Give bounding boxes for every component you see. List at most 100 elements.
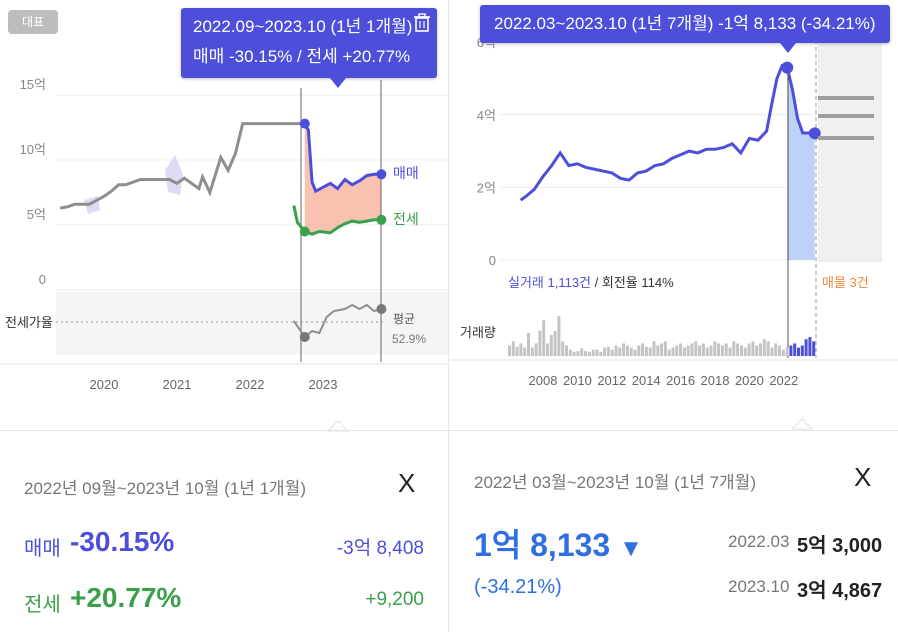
range-tooltip: 2022.09~2023.10 (1년 1개월) 매매 -30.15% / 전세…	[181, 8, 437, 78]
volume-bar	[812, 341, 816, 356]
volume-bar	[694, 341, 698, 356]
volume-bar	[766, 341, 770, 356]
sale-jeonse-chart[interactable]: 15억 10억 5억 0 2020 2021 2022 2023 매매 전세 전세가율 평균…	[0, 0, 448, 432]
volume-bar	[580, 348, 584, 356]
volume-bar	[584, 351, 587, 356]
volume-bar	[595, 349, 599, 356]
maemae-start-dot	[299, 118, 310, 129]
summary-period: 2022년 09월~2023년 10월 (1년 1개월)	[24, 479, 306, 498]
volume-bar	[751, 341, 755, 356]
volume-bar	[705, 347, 709, 356]
range-tooltip: 2022.03~2023.10 (1년 7개월) -1억 8,133 (-34.…	[480, 5, 890, 43]
x-tick-labels: 2020 2021 2022 2023	[90, 377, 338, 392]
change-amount: 1억 8,133 ▼	[474, 520, 643, 566]
volume-bar	[652, 341, 656, 356]
x-tick-label: 2022	[769, 373, 798, 388]
trade-count[interactable]: 실거래 1,113건 / 회전율 114%	[508, 275, 674, 290]
volume-bar	[519, 343, 523, 356]
change-amount-text: 1억 8,133	[474, 527, 611, 563]
volume-bar	[614, 345, 618, 356]
listing-count[interactable]: 매물 3건	[822, 275, 869, 290]
range-markers	[299, 118, 387, 342]
sale-jeonse-summary: 2022년 09월~2023년 10월 (1년 1개월) X 매매 -30.15…	[0, 432, 448, 632]
down-arrow-icon: ▼	[619, 535, 643, 562]
volume-bar	[781, 349, 785, 356]
volume-bar	[534, 343, 538, 356]
volume-bar	[511, 341, 515, 356]
x-tick-label: 2014	[632, 373, 661, 388]
ratio-start-dot	[299, 332, 310, 342]
close-button[interactable]: X	[854, 462, 872, 492]
volume-bar	[762, 339, 766, 356]
tooltip-period: 2022.09~2023.10 (1년 1개월)	[193, 17, 413, 36]
transaction-chart[interactable]: 6억4억2억0 20082010201220142016201820202022…	[450, 0, 898, 432]
x-tick-label: 2012	[597, 373, 626, 388]
volume-bar	[618, 347, 622, 356]
volume-bar	[549, 335, 553, 356]
y-tick-label: 5억	[27, 207, 46, 222]
volume-bar	[759, 343, 762, 356]
listing-bar[interactable]	[818, 114, 874, 118]
volume-bar	[565, 345, 568, 356]
volume-bar	[606, 346, 610, 356]
volume-bar	[747, 343, 751, 356]
volume-bar	[633, 349, 637, 356]
y-gridlines	[56, 94, 448, 291]
x-tick-label: 2020	[735, 373, 764, 388]
change-range-fill	[787, 67, 815, 260]
volume-bar	[724, 343, 728, 356]
volume-bar	[557, 316, 561, 356]
range-end-dot	[808, 127, 821, 140]
ratio-end-dot	[376, 304, 387, 314]
volume-bar	[743, 347, 747, 356]
jeonse-ratio-line	[292, 303, 382, 339]
end-price: 3억 4,867	[797, 580, 883, 602]
series-line-history	[59, 122, 305, 210]
jeonse-percent: +20.77%	[70, 582, 182, 613]
volume-bar	[698, 345, 702, 356]
volume-bar	[797, 347, 800, 356]
volume-bar	[804, 339, 808, 356]
volume-bar	[736, 343, 740, 356]
volume-bar	[568, 349, 572, 356]
x-tick-labels: 2008 2010 2012 2014 2016 2018 2020 2022	[529, 373, 799, 388]
section-divider	[0, 430, 898, 431]
summary-pointer	[790, 418, 814, 430]
volume-bar	[527, 332, 530, 356]
jeonse-amount: +9,200	[365, 589, 424, 610]
volume-bar	[523, 347, 527, 356]
volume-bar	[542, 320, 546, 356]
x-tick-label: 2022	[236, 377, 265, 392]
listing-bar[interactable]	[818, 136, 874, 140]
volume-bar	[508, 345, 511, 356]
volume-bar	[572, 351, 576, 356]
start-date: 2022.03	[728, 532, 790, 551]
volume-label: 거래량	[460, 325, 496, 340]
listing-bar[interactable]	[818, 96, 874, 100]
price-band	[165, 155, 183, 195]
jeonse-start-dot	[299, 226, 310, 237]
summary-pointer	[326, 420, 350, 432]
volume-bar	[622, 343, 626, 356]
volume-bar	[789, 345, 793, 356]
representative-badge[interactable]: 대표	[8, 10, 58, 34]
volume-bar	[770, 347, 774, 356]
volume-bar	[740, 345, 743, 356]
summary-period: 2022년 03월~2023년 10월 (1년 7개월)	[474, 473, 756, 492]
trade-count-text[interactable]: 실거래 1,113건	[508, 275, 591, 290]
volume-bar	[755, 345, 759, 356]
tooltip-change: 매매 -30.15% / 전세 +20.77%	[193, 47, 411, 66]
y-tick-label: 0	[489, 253, 496, 268]
maemae-label: 매매	[24, 538, 61, 560]
volume-bars	[508, 316, 816, 356]
volume-bar	[538, 330, 542, 356]
y-tick-label: 4억	[477, 108, 496, 123]
volume-bar	[671, 347, 675, 356]
trash-icon[interactable]	[413, 13, 431, 33]
range-start-dot	[781, 61, 794, 74]
volume-bar	[709, 345, 713, 356]
volume-bar	[629, 347, 633, 356]
volume-bar	[660, 343, 664, 356]
volume-bar	[774, 343, 778, 356]
close-button[interactable]: X	[398, 468, 416, 498]
